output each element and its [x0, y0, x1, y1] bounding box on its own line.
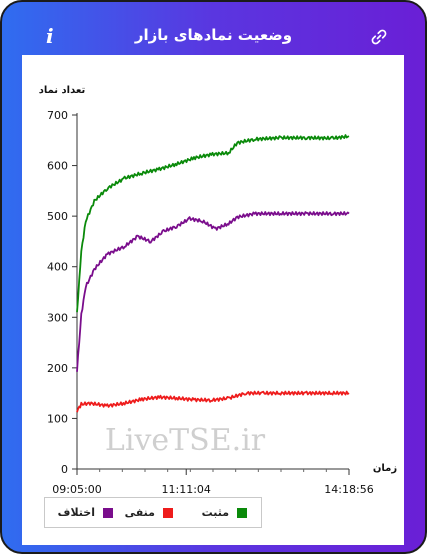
series-line-positive	[76, 134, 350, 313]
y-tick-label: 600	[47, 160, 68, 173]
series-line-negative	[76, 390, 350, 413]
legend-label-negative: منفی	[124, 506, 155, 519]
legend-swatch-positive	[237, 507, 247, 518]
x-tick-label: 14:18:56	[324, 483, 373, 496]
y-tick-label: 500	[47, 210, 68, 223]
y-tick-label: 200	[47, 362, 68, 375]
series-line-difference	[76, 211, 350, 372]
legend-swatch-negative	[163, 507, 173, 518]
y-axis-title: تعداد نماد	[39, 85, 86, 96]
legend-item-positive[interactable]: مثبت	[202, 506, 247, 519]
link-icon[interactable]	[370, 28, 388, 46]
legend-item-negative[interactable]: منفی	[125, 506, 173, 519]
widget-header: i وضعیت نمادهای بازار	[2, 2, 425, 54]
info-icon[interactable]: i	[46, 24, 54, 48]
y-tick-label: 400	[47, 261, 68, 274]
legend-item-difference[interactable]: اختلاف	[58, 506, 113, 519]
chart-legend: مثبت منفی اختلاف	[44, 497, 262, 528]
x-tick-label: 11:11:04	[162, 483, 211, 496]
legend-label-difference: اختلاف	[57, 506, 95, 519]
y-tick-label: 700	[47, 109, 68, 122]
x-axis-title: زمان	[373, 463, 397, 474]
legend-swatch-difference	[103, 507, 113, 518]
y-tick-label: 0	[61, 463, 68, 476]
legend-label-positive: مثبت	[201, 506, 229, 519]
widget-title: وضعیت نمادهای بازار	[134, 26, 293, 44]
y-tick-label: 300	[47, 311, 68, 324]
y-tick-label: 100	[47, 412, 68, 425]
watermark-text: LiveTSE.ir	[105, 423, 266, 458]
x-tick-label: 09:05:00	[52, 483, 101, 496]
